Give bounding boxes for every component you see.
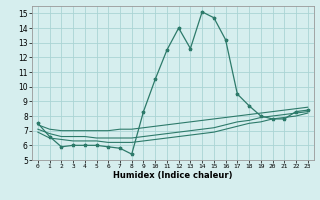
X-axis label: Humidex (Indice chaleur): Humidex (Indice chaleur): [113, 171, 233, 180]
